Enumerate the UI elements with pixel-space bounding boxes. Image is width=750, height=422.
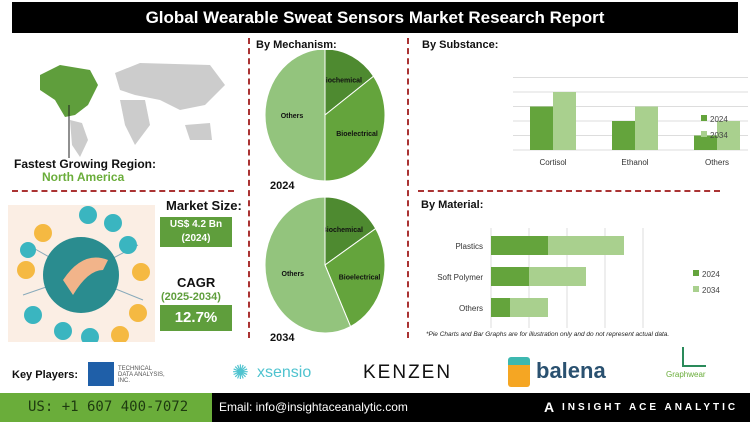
brand-logo-icon: A [544, 399, 555, 415]
bar-soft-polymer-2034 [529, 267, 586, 286]
pie-slice-bioelectrical [324, 227, 386, 328]
category-label: Ethanol [621, 158, 648, 167]
divider [418, 190, 720, 192]
pie-slice-bioelectrical [324, 75, 386, 182]
company-kenzen: KENZEN [363, 362, 453, 383]
market-size-box: US$ 4.2 Bn (2024) [160, 217, 232, 247]
disclaimer-note: *Pie Charts and Bar Graphs are for illus… [426, 331, 670, 338]
divider [407, 38, 409, 338]
legend-label: 2024 [710, 115, 728, 124]
bar-others-2034 [717, 121, 740, 150]
company-xsensio: xsensio [257, 364, 312, 381]
mechanism-heading: By Mechanism: [256, 39, 337, 51]
divider [248, 38, 250, 338]
pie-label: Bioelectrical [336, 131, 378, 138]
category-label: Soft Polymer [437, 273, 483, 282]
bar-plastics-2024 [491, 236, 548, 255]
company-balena: balena [536, 358, 606, 383]
material-chart: Plastics Soft Polymer Others 2024 2034 [437, 228, 720, 328]
category-label: Cortisol [539, 158, 566, 167]
xsensio-icon: ✺ [232, 362, 249, 384]
category-label: Others [459, 304, 483, 313]
pie-label: Bioelectrical [339, 274, 381, 281]
bar-ethanol-2034 [635, 106, 658, 150]
pie-slice-biochemical [324, 196, 377, 266]
market-size-value: US$ 4.2 Bn [169, 219, 223, 230]
substance-chart: Cortisol Ethanol Others 2024 2034 [513, 77, 748, 167]
category-label: Others [705, 158, 729, 167]
world-map [40, 63, 225, 158]
divider [12, 190, 234, 192]
balena-cube-icon [508, 357, 530, 387]
company-graphwear: Graphwear [666, 370, 706, 379]
footer-bar: Email: info@insightaceanalytic.com A INS… [212, 393, 750, 422]
bar-ethanol-2024 [612, 121, 635, 150]
cagr-label: CAGR [177, 275, 216, 290]
category-label: Plastics [455, 242, 483, 251]
bar-cortisol-2034 [553, 92, 576, 150]
pie-label: Biochemical [321, 78, 362, 85]
wearables-illustration [8, 205, 155, 346]
legend-label: 2034 [702, 286, 720, 295]
legend-swatch [701, 131, 707, 137]
key-players-label: Key Players: [12, 369, 79, 381]
pie-label: Others [282, 271, 305, 278]
pie-label: Others [281, 113, 304, 120]
bar-plastics-2034 [548, 236, 624, 255]
pie-slice-others [264, 50, 326, 182]
mechanism-pies: Biochemical Bioelectrical Others Biochemica… [264, 50, 386, 334]
legend-label: 2024 [702, 270, 720, 279]
bar-cortisol-2024 [530, 106, 553, 150]
tda-logo-icon [88, 362, 114, 386]
market-size-label: Market Size: [166, 198, 242, 213]
bar-others-2024 [491, 298, 510, 317]
graphwear-logo-icon [682, 347, 706, 367]
legend-label: 2034 [710, 131, 728, 140]
pie-year-2034: 2034 [270, 332, 295, 344]
cagr-period: (2025-2034) [161, 291, 221, 303]
pie-slice-biochemical [324, 50, 375, 117]
pie-slice-others [264, 196, 352, 334]
bar-soft-polymer-2024 [491, 267, 529, 286]
report-title: Global Wearable Sweat Sensors Market Res… [12, 2, 738, 33]
legend-swatch [693, 286, 699, 292]
cagr-value: 12.7% [160, 305, 232, 331]
substance-heading: By Substance: [422, 39, 499, 51]
bar-others-2034 [510, 298, 548, 317]
pie-year-2024: 2024 [270, 180, 295, 192]
brand-name: INSIGHT ACE ANALYTIC [562, 402, 739, 413]
region-value: North America [42, 170, 125, 184]
company-tda: TECHNICAL DATA ANALYSIS, INC. [118, 366, 165, 384]
market-size-year: (2024) [181, 233, 211, 244]
material-heading: By Material: [421, 199, 484, 211]
bar-others-2024 [694, 135, 717, 150]
email-link[interactable]: Email: info@insightaceanalytic.com [219, 400, 408, 414]
region-label: Fastest Growing Region: [14, 157, 157, 171]
legend-swatch [693, 270, 699, 276]
pie-label: Biochemical [322, 227, 363, 234]
legend-swatch [701, 115, 707, 121]
phone-number[interactable]: US: +1 607 400-7072 [0, 393, 212, 422]
